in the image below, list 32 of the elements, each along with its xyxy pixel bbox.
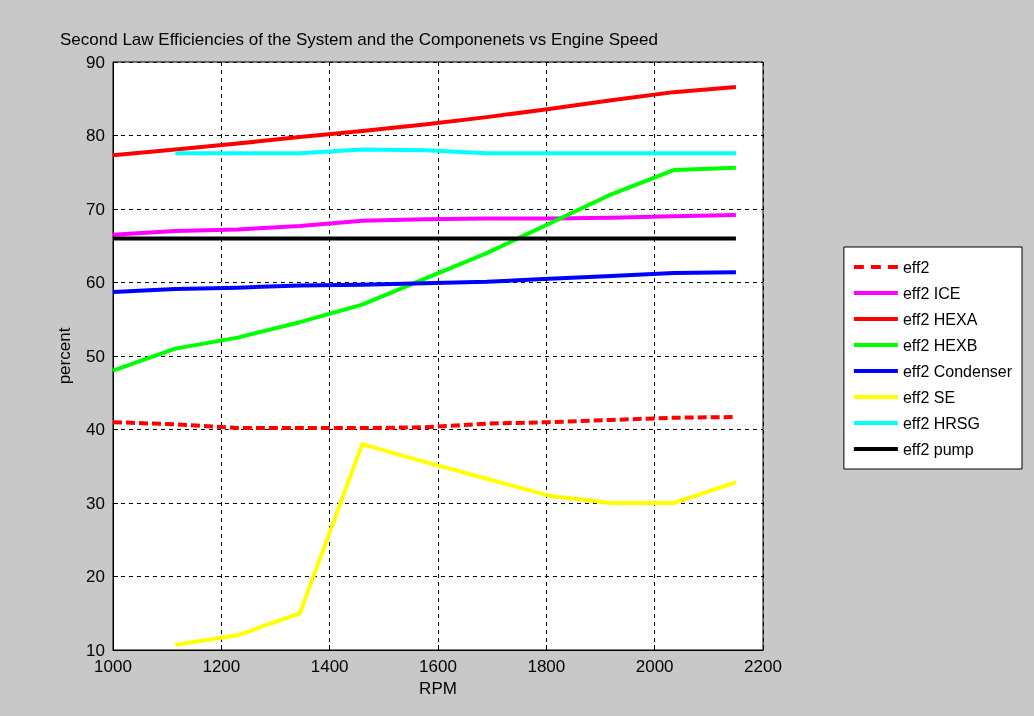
legend-label: eff2: [902, 258, 930, 276]
line-series: [111, 84, 738, 158]
y-tick-label: 50: [86, 346, 105, 366]
y-tick-label: 60: [86, 273, 105, 292]
x-tick-label: 2000: [635, 657, 674, 676]
x-tick-label: 1600: [419, 657, 457, 676]
x-tick-label: 1800: [527, 657, 566, 676]
legend-label: eff2 ICE: [902, 284, 961, 302]
legend-label: eff2 HEXB: [902, 336, 978, 354]
x-tick-label: 1000: [94, 657, 132, 676]
y-tick-label: 30: [86, 493, 105, 513]
y-tick-label: 90: [86, 52, 105, 72]
y-tick-label: 70: [86, 199, 105, 219]
chart-title: Second Law Efficiencies of the System and the Componenets vs Engine Speed: [60, 30, 658, 49]
y-tick-label: 80: [86, 126, 105, 145]
line-series: [111, 212, 738, 237]
x-tick-label: 1200: [202, 657, 241, 676]
line-series: [111, 165, 738, 373]
y-tick-label: 10: [86, 640, 105, 660]
y-tick-label: 40: [86, 420, 105, 439]
legend-label: eff2 SE: [902, 388, 956, 406]
legend-label: eff2 HEXA: [902, 310, 978, 328]
x-axis-title: RPM: [419, 678, 457, 698]
legend-label: eff2 Condenser: [902, 362, 1013, 380]
legend-label: eff2 pump: [902, 440, 974, 458]
y-axis-title: percent: [55, 327, 74, 385]
legend-label: eff2 HRSG: [902, 414, 980, 432]
y-tick-label: 20: [86, 567, 105, 586]
x-tick-label: 2200: [744, 657, 782, 676]
x-tick-label: 1400: [310, 657, 349, 676]
line-series: [173, 442, 738, 647]
line-series: [111, 270, 738, 295]
